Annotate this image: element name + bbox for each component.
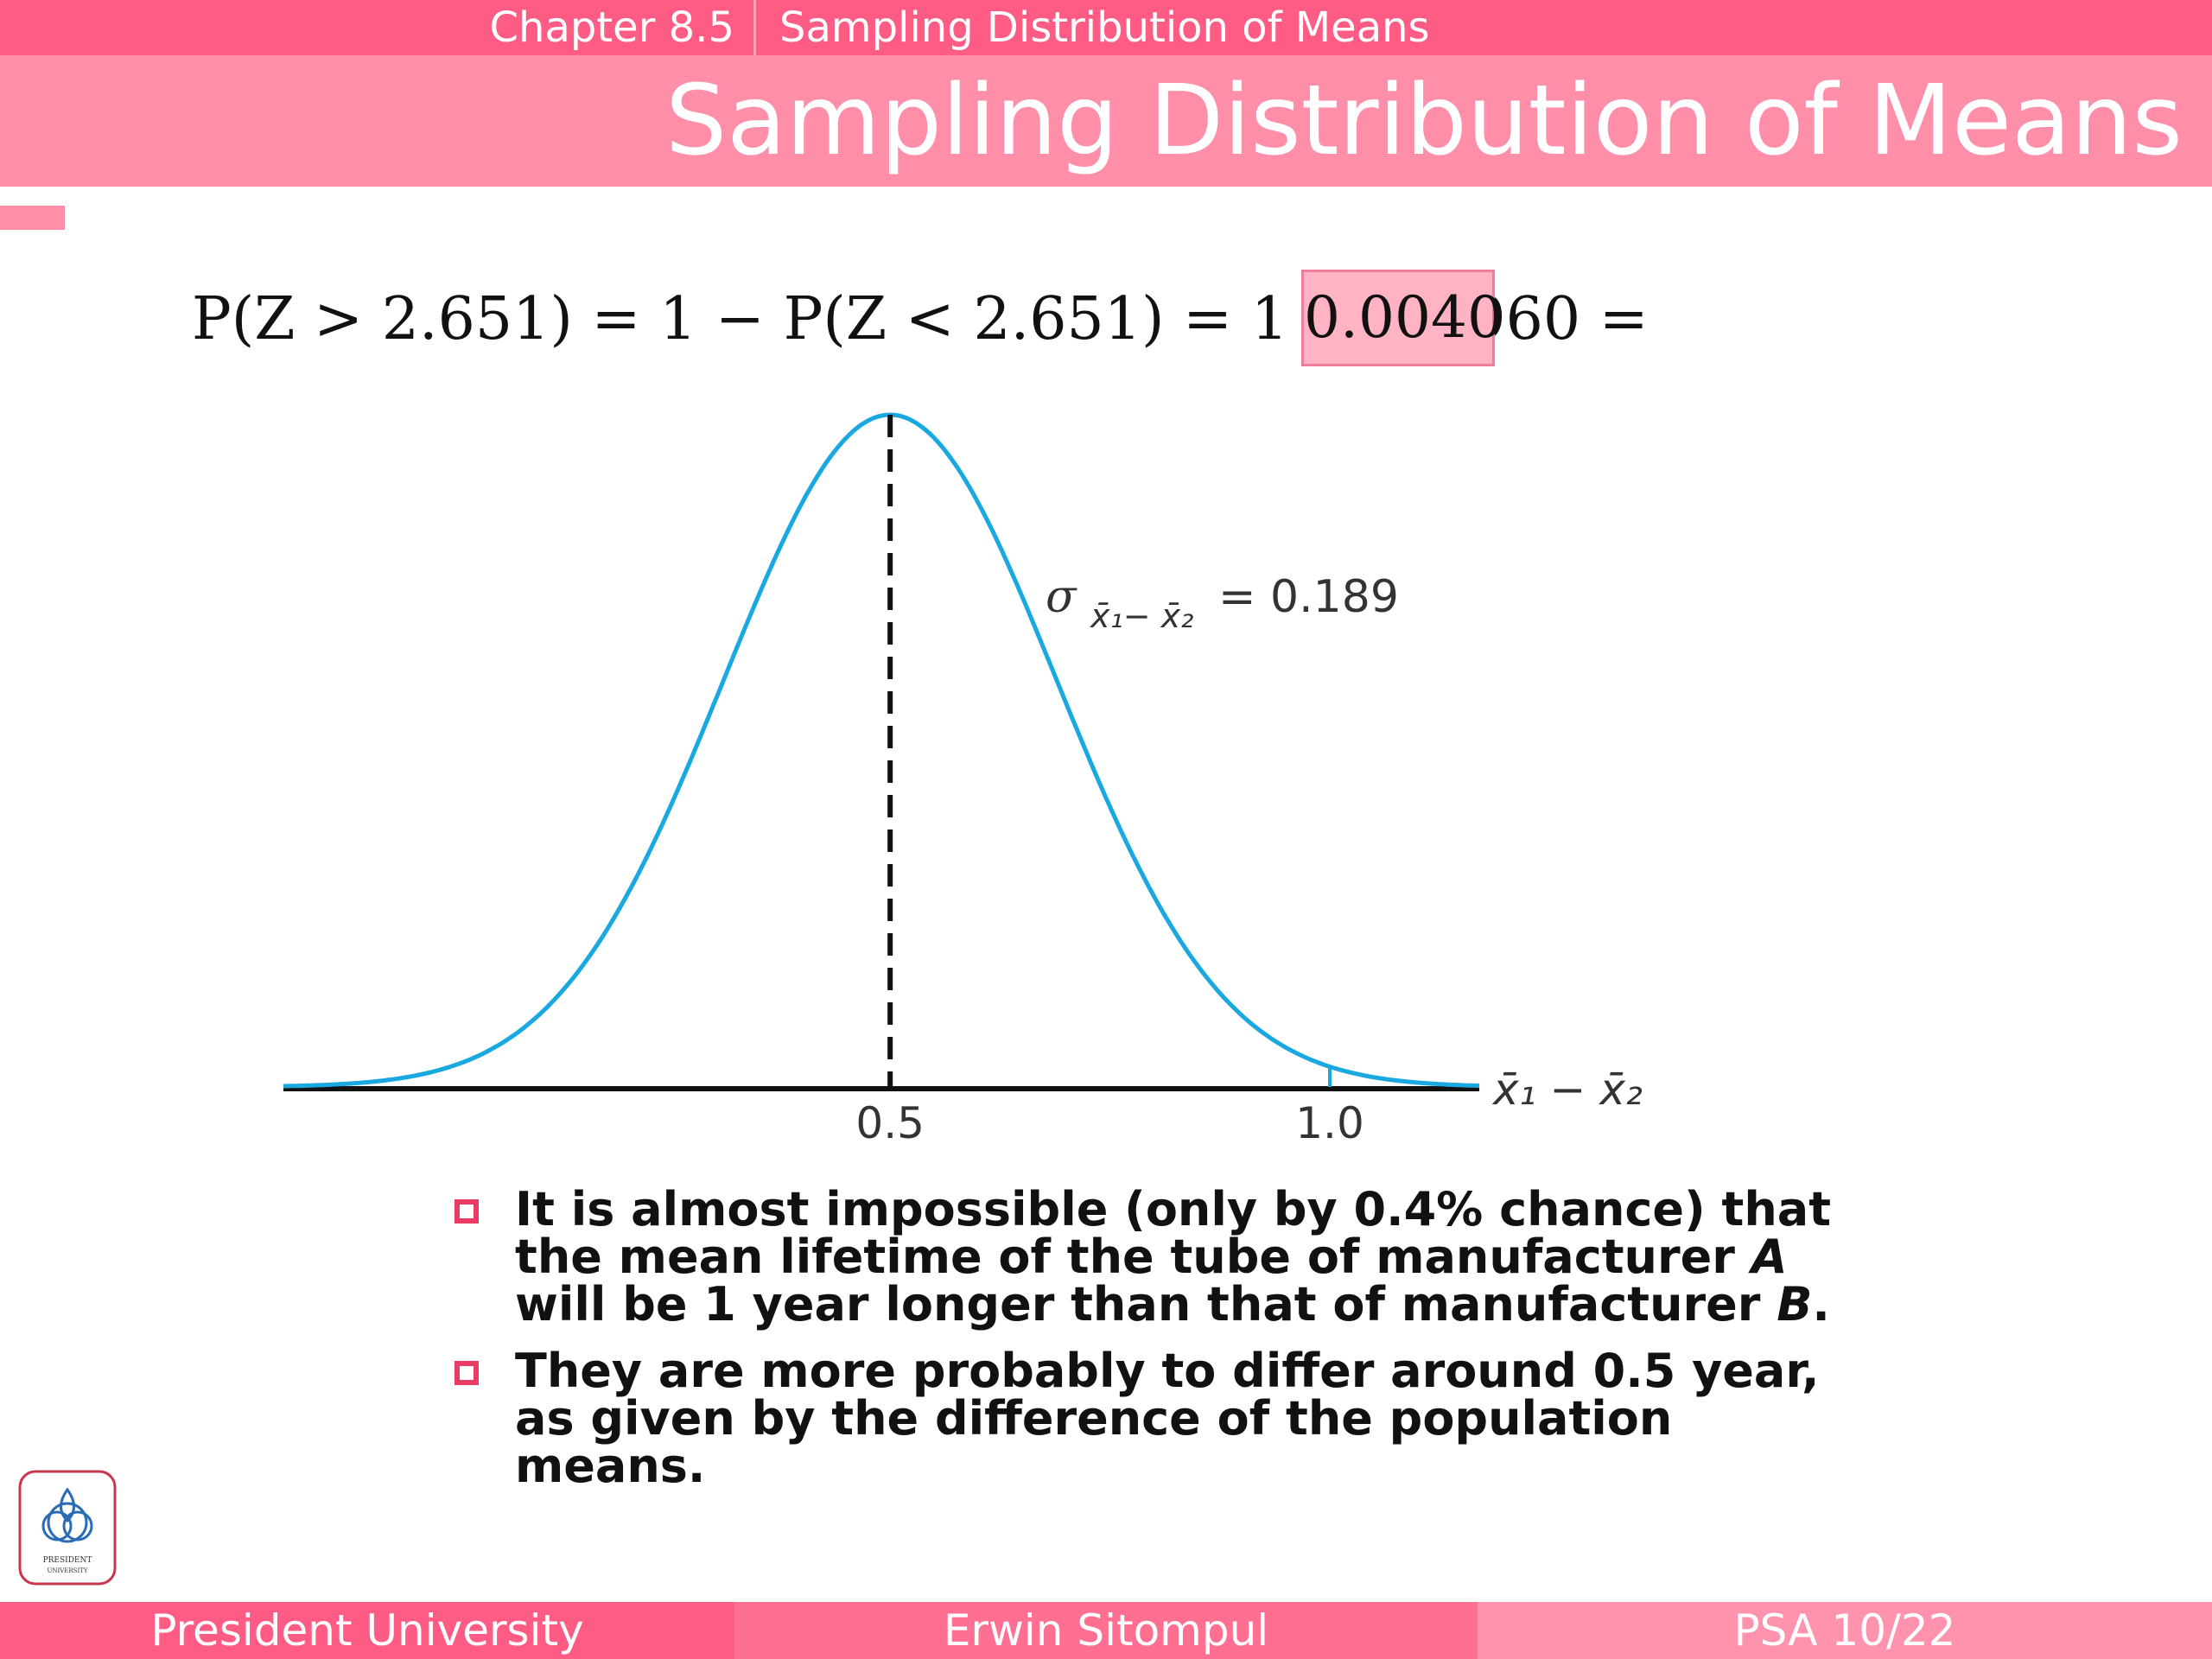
accent-bar [0, 206, 65, 230]
university-logo: PRESIDENT UNIVERSITY [18, 1470, 117, 1586]
page-title: Sampling Distribution of Means [665, 65, 2183, 177]
footer-page-number: PSA 10/22 [1478, 1602, 2212, 1659]
footer-author: Erwin Sitompul [734, 1602, 1478, 1659]
chapter-label: Chapter 8.5 [489, 3, 735, 52]
bullet-item: It is almost impossible (only by 0.4% ch… [449, 1185, 1849, 1328]
bullet-box-icon [454, 1199, 479, 1224]
section-label: Sampling Distribution of Means [779, 3, 1430, 52]
answer-box: 0.0040 [1301, 270, 1503, 366]
bullet-item: They are more probably to differ around … [449, 1347, 1849, 1490]
bullet-list: It is almost impossible (only by 0.4% ch… [449, 1185, 1849, 1509]
header-divider [753, 0, 756, 55]
density-curve [283, 412, 1480, 1089]
footer-bar: President University Erwin Sitompul PSA … [0, 1602, 2212, 1659]
normal-distribution-chart: 0.5 1.0 σ x̄₁− x̄₂ = 0.189 x̄₁ − x̄₂ [283, 412, 1643, 1148]
x-tick-label: 0.5 [855, 1098, 925, 1148]
x-tick-label: 1.0 [1295, 1098, 1364, 1148]
svg-text:PRESIDENT: PRESIDENT [43, 1556, 92, 1565]
sigma-label: σ x̄₁− x̄₂ = 0.189 [1046, 571, 1399, 639]
bullet-box-icon [454, 1361, 479, 1385]
header-bar: Chapter 8.5 Sampling Distribution of Mea… [0, 0, 2212, 55]
svg-text:UNIVERSITY: UNIVERSITY [47, 1567, 87, 1574]
x-axis-label: x̄₁ − x̄₂ [1491, 1065, 1643, 1115]
footer-university: President University [0, 1602, 734, 1659]
title-bar: Sampling Distribution of Means [0, 55, 2212, 187]
